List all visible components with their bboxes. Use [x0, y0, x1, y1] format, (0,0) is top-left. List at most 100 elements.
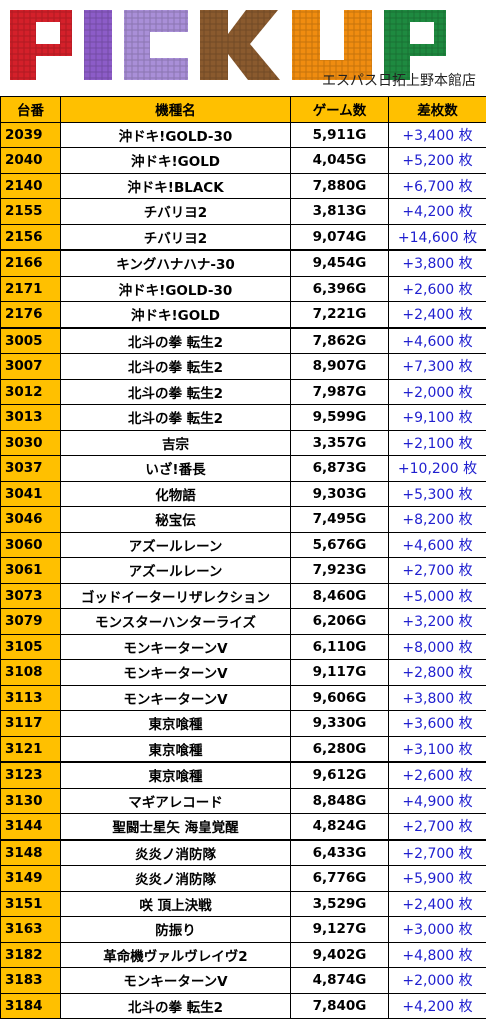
- machine-number-cell: 2166: [0, 249, 61, 277]
- table-row: 3105 モンキーターンV 6,110G +8,000 枚: [0, 633, 486, 660]
- machine-number-cell: 3046: [0, 506, 61, 533]
- machine-number-cell: 2176: [0, 301, 61, 328]
- machine-name-cell: 東京喰種: [60, 710, 291, 737]
- coin-difference-cell: +2,700 枚: [388, 557, 486, 584]
- coin-difference-cell: +2,700 枚: [388, 838, 486, 866]
- table-row: 2040 沖ドキ!GOLD 4,045G +5,200 枚: [0, 147, 486, 174]
- game-count-cell: 9,303G: [290, 480, 389, 507]
- game-count-cell: 6,110G: [290, 633, 389, 660]
- machine-number-cell: 2140: [0, 172, 61, 199]
- machine-name-cell: 沖ドキ!GOLD-30: [60, 275, 291, 302]
- machine-name-cell: キングハナハナ-30: [60, 249, 291, 277]
- machine-number-cell: 3060: [0, 531, 61, 558]
- table-row: 2166 キングハナハナ-30 9,454G +3,800 枚: [0, 249, 486, 277]
- game-count-cell: 8,460G: [290, 582, 389, 609]
- machine-number-cell: 3007: [0, 353, 61, 380]
- pickup-banner: エスパス日拓上野本館店: [0, 0, 486, 96]
- machine-number-cell: 3123: [0, 761, 61, 789]
- table-row: 3121 東京喰種 6,280G +3,100 枚: [0, 735, 486, 763]
- game-count-cell: 9,606G: [290, 684, 389, 711]
- machine-number-cell: 2156: [0, 223, 61, 251]
- coin-difference-cell: +2,600 枚: [388, 761, 486, 789]
- game-count-cell: 9,612G: [290, 761, 389, 789]
- game-count-cell: 9,074G: [290, 223, 389, 251]
- table-row: 2039 沖ドキ!GOLD-30 5,911G +3,400 枚: [0, 121, 486, 148]
- coin-difference-cell: +8,200 枚: [388, 506, 486, 533]
- game-count-cell: 9,599G: [290, 404, 389, 431]
- coin-difference-cell: +4,900 枚: [388, 787, 486, 814]
- game-count-cell: 7,862G: [290, 326, 389, 354]
- machine-name-cell: 聖闘士星矢 海皇覚醒: [60, 813, 291, 840]
- machine-number-cell: 3151: [0, 890, 61, 917]
- coin-difference-cell: +3,200 枚: [388, 608, 486, 635]
- machine-name-cell: チバリヨ2: [60, 198, 291, 225]
- table-row: 2156 チバリヨ2 9,074G +14,600 枚: [0, 223, 486, 251]
- machine-name-cell: アズールレーン: [60, 557, 291, 584]
- machine-name-cell: 防振り: [60, 916, 291, 943]
- machine-number-cell: 3148: [0, 838, 61, 866]
- machine-name-cell: 炎炎ノ消防隊: [60, 838, 291, 866]
- machine-number-cell: 3182: [0, 941, 61, 968]
- table-row: 3061 アズールレーン 7,923G +2,700 枚: [0, 557, 486, 584]
- machine-number-cell: 3012: [0, 378, 61, 405]
- coin-difference-cell: +2,400 枚: [388, 301, 486, 328]
- table-row: 3012 北斗の拳 転生2 7,987G +2,000 枚: [0, 378, 486, 405]
- machine-number-cell: 3030: [0, 429, 61, 456]
- machine-name-cell: 吉宗: [60, 429, 291, 456]
- machine-number-cell: 3037: [0, 455, 61, 482]
- table-row: 3037 いざ!番長 6,873G +10,200 枚: [0, 455, 486, 482]
- machine-number-cell: 3130: [0, 787, 61, 814]
- machine-name-cell: ゴッドイーターリザレクション: [60, 582, 291, 609]
- game-count-cell: 8,907G: [290, 353, 389, 380]
- table-row: 3183 モンキーターンV 4,874G +2,000 枚: [0, 967, 486, 994]
- game-count-cell: 7,923G: [290, 557, 389, 584]
- coin-difference-cell: +5,000 枚: [388, 582, 486, 609]
- table-row: 3060 アズールレーン 5,676G +4,600 枚: [0, 531, 486, 558]
- table-row: 3184 北斗の拳 転生2 7,840G +4,200 枚: [0, 992, 486, 1019]
- table-row: 3007 北斗の拳 転生2 8,907G +7,300 枚: [0, 353, 486, 380]
- game-count-cell: 6,396G: [290, 275, 389, 302]
- machine-name-cell: 沖ドキ!GOLD-30: [60, 121, 291, 148]
- coin-difference-cell: +4,200 枚: [388, 992, 486, 1019]
- pickup-table: 台番 機種名 ゲーム数 差枚数 2039 沖ドキ!GOLD-30 5,911G +3,…: [0, 96, 486, 1019]
- coin-difference-cell: +2,800 枚: [388, 659, 486, 686]
- machine-number-cell: 3013: [0, 404, 61, 431]
- machine-number-cell: 3079: [0, 608, 61, 635]
- machine-number-cell: 2155: [0, 198, 61, 225]
- coin-difference-cell: +3,100 枚: [388, 735, 486, 763]
- game-count-cell: 5,911G: [290, 121, 389, 148]
- game-count-cell: 9,454G: [290, 249, 389, 277]
- table-row: 3073 ゴッドイーターリザレクション 8,460G +5,000 枚: [0, 582, 486, 609]
- table-row: 3163 防振り 9,127G +3,000 枚: [0, 916, 486, 943]
- machine-number-cell: 3105: [0, 633, 61, 660]
- machine-number-cell: 3184: [0, 992, 61, 1019]
- coin-difference-cell: +3,400 枚: [388, 121, 486, 148]
- machine-number-cell: 2040: [0, 147, 61, 174]
- machine-number-cell: 3163: [0, 916, 61, 943]
- table-row: 2140 沖ドキ!BLACK 7,880G +6,700 枚: [0, 172, 486, 199]
- table-row: 3130 マギアレコード 8,848G +4,900 枚: [0, 787, 486, 814]
- coin-difference-cell: +2,600 枚: [388, 275, 486, 302]
- coin-difference-cell: +2,700 枚: [388, 813, 486, 840]
- game-count-cell: 6,280G: [290, 735, 389, 763]
- game-count-cell: 8,848G: [290, 787, 389, 814]
- game-count-cell: 9,402G: [290, 941, 389, 968]
- machine-name-cell: 炎炎ノ消防隊: [60, 865, 291, 892]
- game-count-cell: 3,813G: [290, 198, 389, 225]
- game-count-cell: 7,880G: [290, 172, 389, 199]
- table-body: 2039 沖ドキ!GOLD-30 5,911G +3,400 枚 2040 沖ドキ!GOL…: [0, 121, 486, 1019]
- table-row: 3005 北斗の拳 転生2 7,862G +4,600 枚: [0, 326, 486, 354]
- coin-difference-cell: +14,600 枚: [388, 223, 486, 251]
- coin-difference-cell: +2,000 枚: [388, 967, 486, 994]
- coin-difference-cell: +4,200 枚: [388, 198, 486, 225]
- machine-name-cell: モンキーターンV: [60, 633, 291, 660]
- store-name: エスパス日拓上野本館店: [322, 73, 476, 89]
- coin-difference-cell: +10,200 枚: [388, 455, 486, 482]
- table-header: 台番 機種名 ゲーム数 差枚数: [0, 96, 486, 123]
- machine-name-cell: いざ!番長: [60, 455, 291, 482]
- header-game-count: ゲーム数: [290, 96, 389, 123]
- machine-name-cell: 沖ドキ!BLACK: [60, 172, 291, 199]
- coin-difference-cell: +2,400 枚: [388, 890, 486, 917]
- game-count-cell: 4,874G: [290, 967, 389, 994]
- coin-difference-cell: +5,200 枚: [388, 147, 486, 174]
